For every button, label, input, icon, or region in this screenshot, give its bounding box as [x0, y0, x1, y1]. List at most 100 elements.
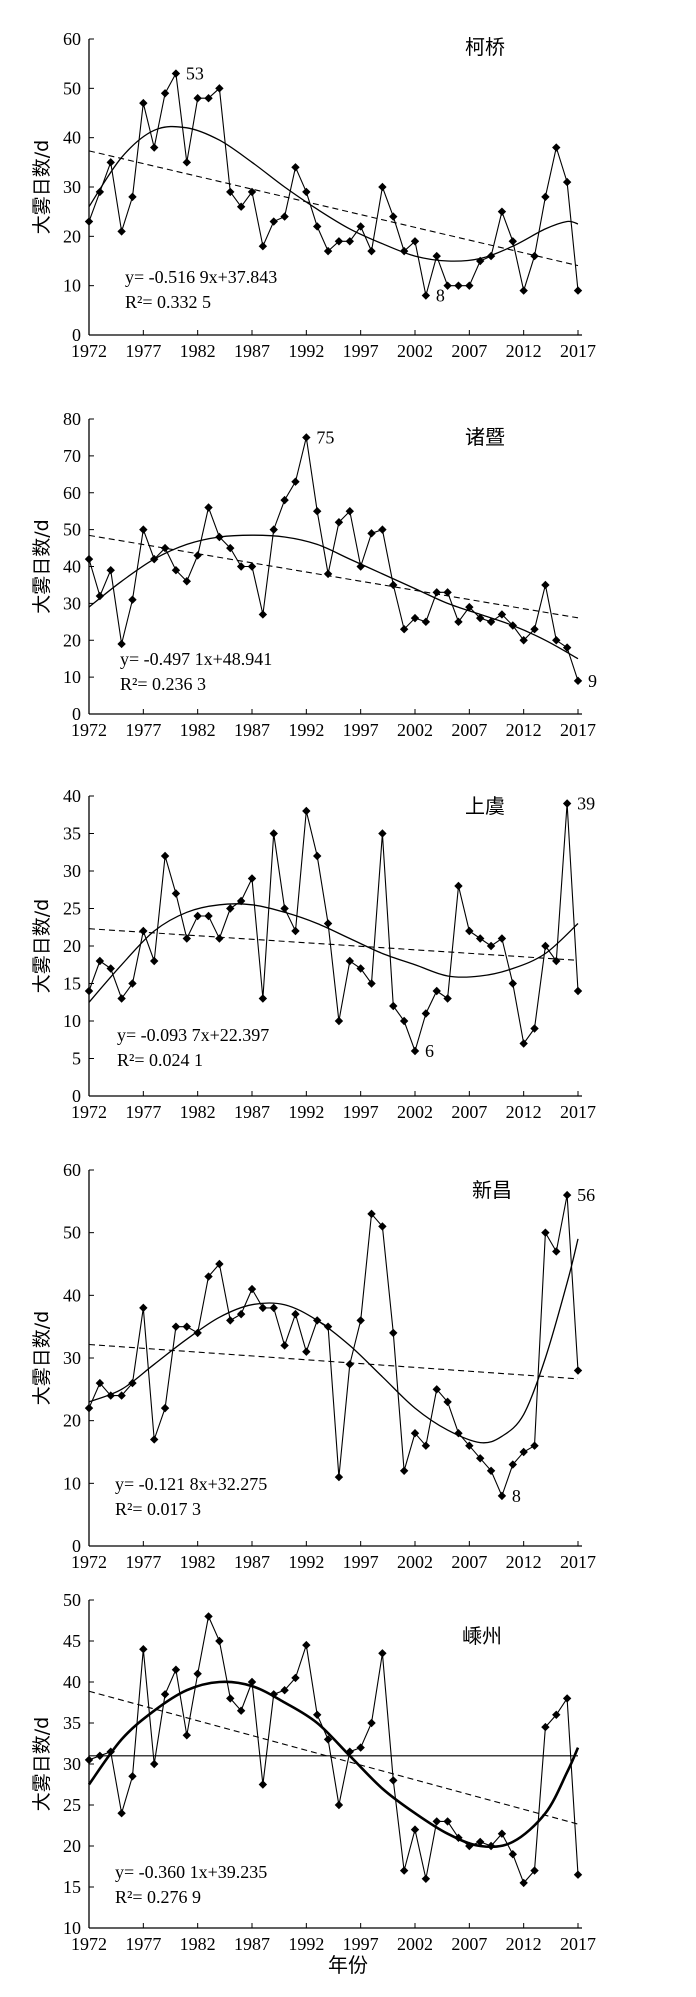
y-tick-label: 45 — [63, 1631, 81, 1651]
y-tick-label: 0 — [72, 325, 81, 345]
annotation-label: 9 — [588, 671, 597, 691]
data-point — [389, 580, 398, 590]
data-point — [215, 1636, 224, 1646]
x-tick-label: 2002 — [397, 1102, 433, 1122]
data-point — [530, 1866, 539, 1875]
data-point — [236, 896, 246, 906]
data-series-line — [88, 437, 579, 681]
data-point — [345, 1747, 354, 1756]
data-point — [258, 1780, 268, 1789]
x-tick-label: 2007 — [451, 1102, 487, 1122]
data-point — [171, 889, 181, 898]
x-tick-label: 1982 — [180, 1934, 216, 1954]
data-point — [573, 1870, 583, 1879]
chart-panel-2: 0 10 20 30 40 50 60 70 80 1972 1977 1982 1987 1992 199… — [31, 409, 597, 740]
y-axis-label: 大雾日数/d — [31, 140, 53, 234]
data-point — [552, 1247, 561, 1256]
data-point — [530, 1024, 539, 1033]
data-point — [236, 562, 246, 571]
data-point — [432, 986, 441, 996]
data-point — [95, 1751, 105, 1760]
poly-fit-curve — [88, 903, 579, 1003]
data-point — [150, 143, 159, 152]
data-point — [476, 934, 485, 943]
data-point — [323, 569, 333, 579]
data-point — [291, 1309, 300, 1319]
x-tick-label: 1992 — [288, 1934, 324, 1954]
data-point — [117, 639, 126, 649]
y-tick-label: 40 — [63, 1285, 81, 1305]
data-point — [530, 1441, 539, 1450]
data-point — [95, 591, 105, 601]
x-tick-label: 2012 — [506, 1552, 542, 1572]
y-tick-label: 50 — [63, 1223, 81, 1243]
data-point — [519, 1039, 528, 1048]
y-tick-label: 0 — [72, 1536, 81, 1556]
data-point — [421, 291, 431, 300]
chart-panel-1: 0 10 20 30 40 50 60 1972 1977 1982 1987 1992 1997 200… — [31, 29, 596, 361]
data-point — [497, 207, 507, 216]
data-point — [378, 1649, 387, 1658]
data-point — [541, 1722, 550, 1732]
data-point — [302, 433, 311, 442]
data-point — [508, 979, 517, 988]
data-point — [454, 617, 463, 627]
data-point — [280, 212, 289, 221]
y-tick-label: 10 — [63, 1918, 81, 1938]
data-point — [106, 964, 115, 973]
data-point — [247, 1284, 257, 1294]
data-point — [497, 1491, 507, 1501]
data-point — [519, 286, 528, 295]
data-point — [291, 477, 300, 486]
panel-title: 嵊州 — [462, 1624, 502, 1648]
trend-equation: y= -0.093 7x+22.397 — [117, 1025, 269, 1045]
data-point — [323, 919, 333, 928]
data-point — [508, 621, 517, 630]
data-point — [356, 1316, 365, 1325]
data-point — [356, 964, 365, 973]
data-point — [552, 636, 561, 645]
y-tick-label: 0 — [72, 704, 81, 724]
y-tick-label: 60 — [63, 483, 81, 503]
data-point — [519, 1878, 528, 1888]
data-point — [302, 806, 311, 816]
data-point — [193, 911, 202, 921]
data-point — [378, 1222, 387, 1231]
panel-title: 上虞 — [465, 794, 505, 818]
data-point — [573, 676, 583, 686]
data-point — [552, 956, 561, 966]
data-point — [334, 1800, 344, 1810]
x-tick-label: 1992 — [288, 341, 324, 361]
x-tick-label: 1982 — [180, 341, 216, 361]
data-point — [280, 904, 289, 913]
data-point — [399, 1016, 409, 1026]
y-axis-label: 大雾日数/d — [31, 899, 53, 993]
y-tick-label: 50 — [63, 1590, 81, 1610]
trend-equation: y= -0.360 1x+39.235 — [115, 1862, 267, 1882]
x-tick-label: 1977 — [125, 341, 161, 361]
x-tick-label: 2012 — [506, 1934, 542, 1954]
poly-fit-curve — [88, 1238, 579, 1444]
y-tick-label: 40 — [63, 557, 81, 577]
data-point — [432, 1817, 441, 1826]
data-point — [378, 829, 387, 838]
data-point — [530, 624, 539, 634]
data-point — [193, 94, 202, 103]
data-point — [410, 1429, 420, 1438]
data-point — [193, 1328, 202, 1338]
data-point — [313, 851, 322, 861]
data-point — [432, 251, 441, 261]
data-point — [193, 551, 202, 560]
data-point — [204, 503, 213, 512]
x-tick-label: 2012 — [506, 341, 542, 361]
x-tick-label: 2017 — [560, 1934, 596, 1954]
data-point — [356, 1743, 365, 1752]
annotation-label: 39 — [577, 794, 595, 814]
data-point — [345, 506, 354, 516]
data-point — [160, 89, 170, 98]
data-point — [421, 1009, 431, 1018]
trend-line — [88, 534, 579, 619]
y-axis-label: 大雾日数/d — [31, 519, 53, 613]
x-tick-label: 2002 — [397, 720, 433, 740]
